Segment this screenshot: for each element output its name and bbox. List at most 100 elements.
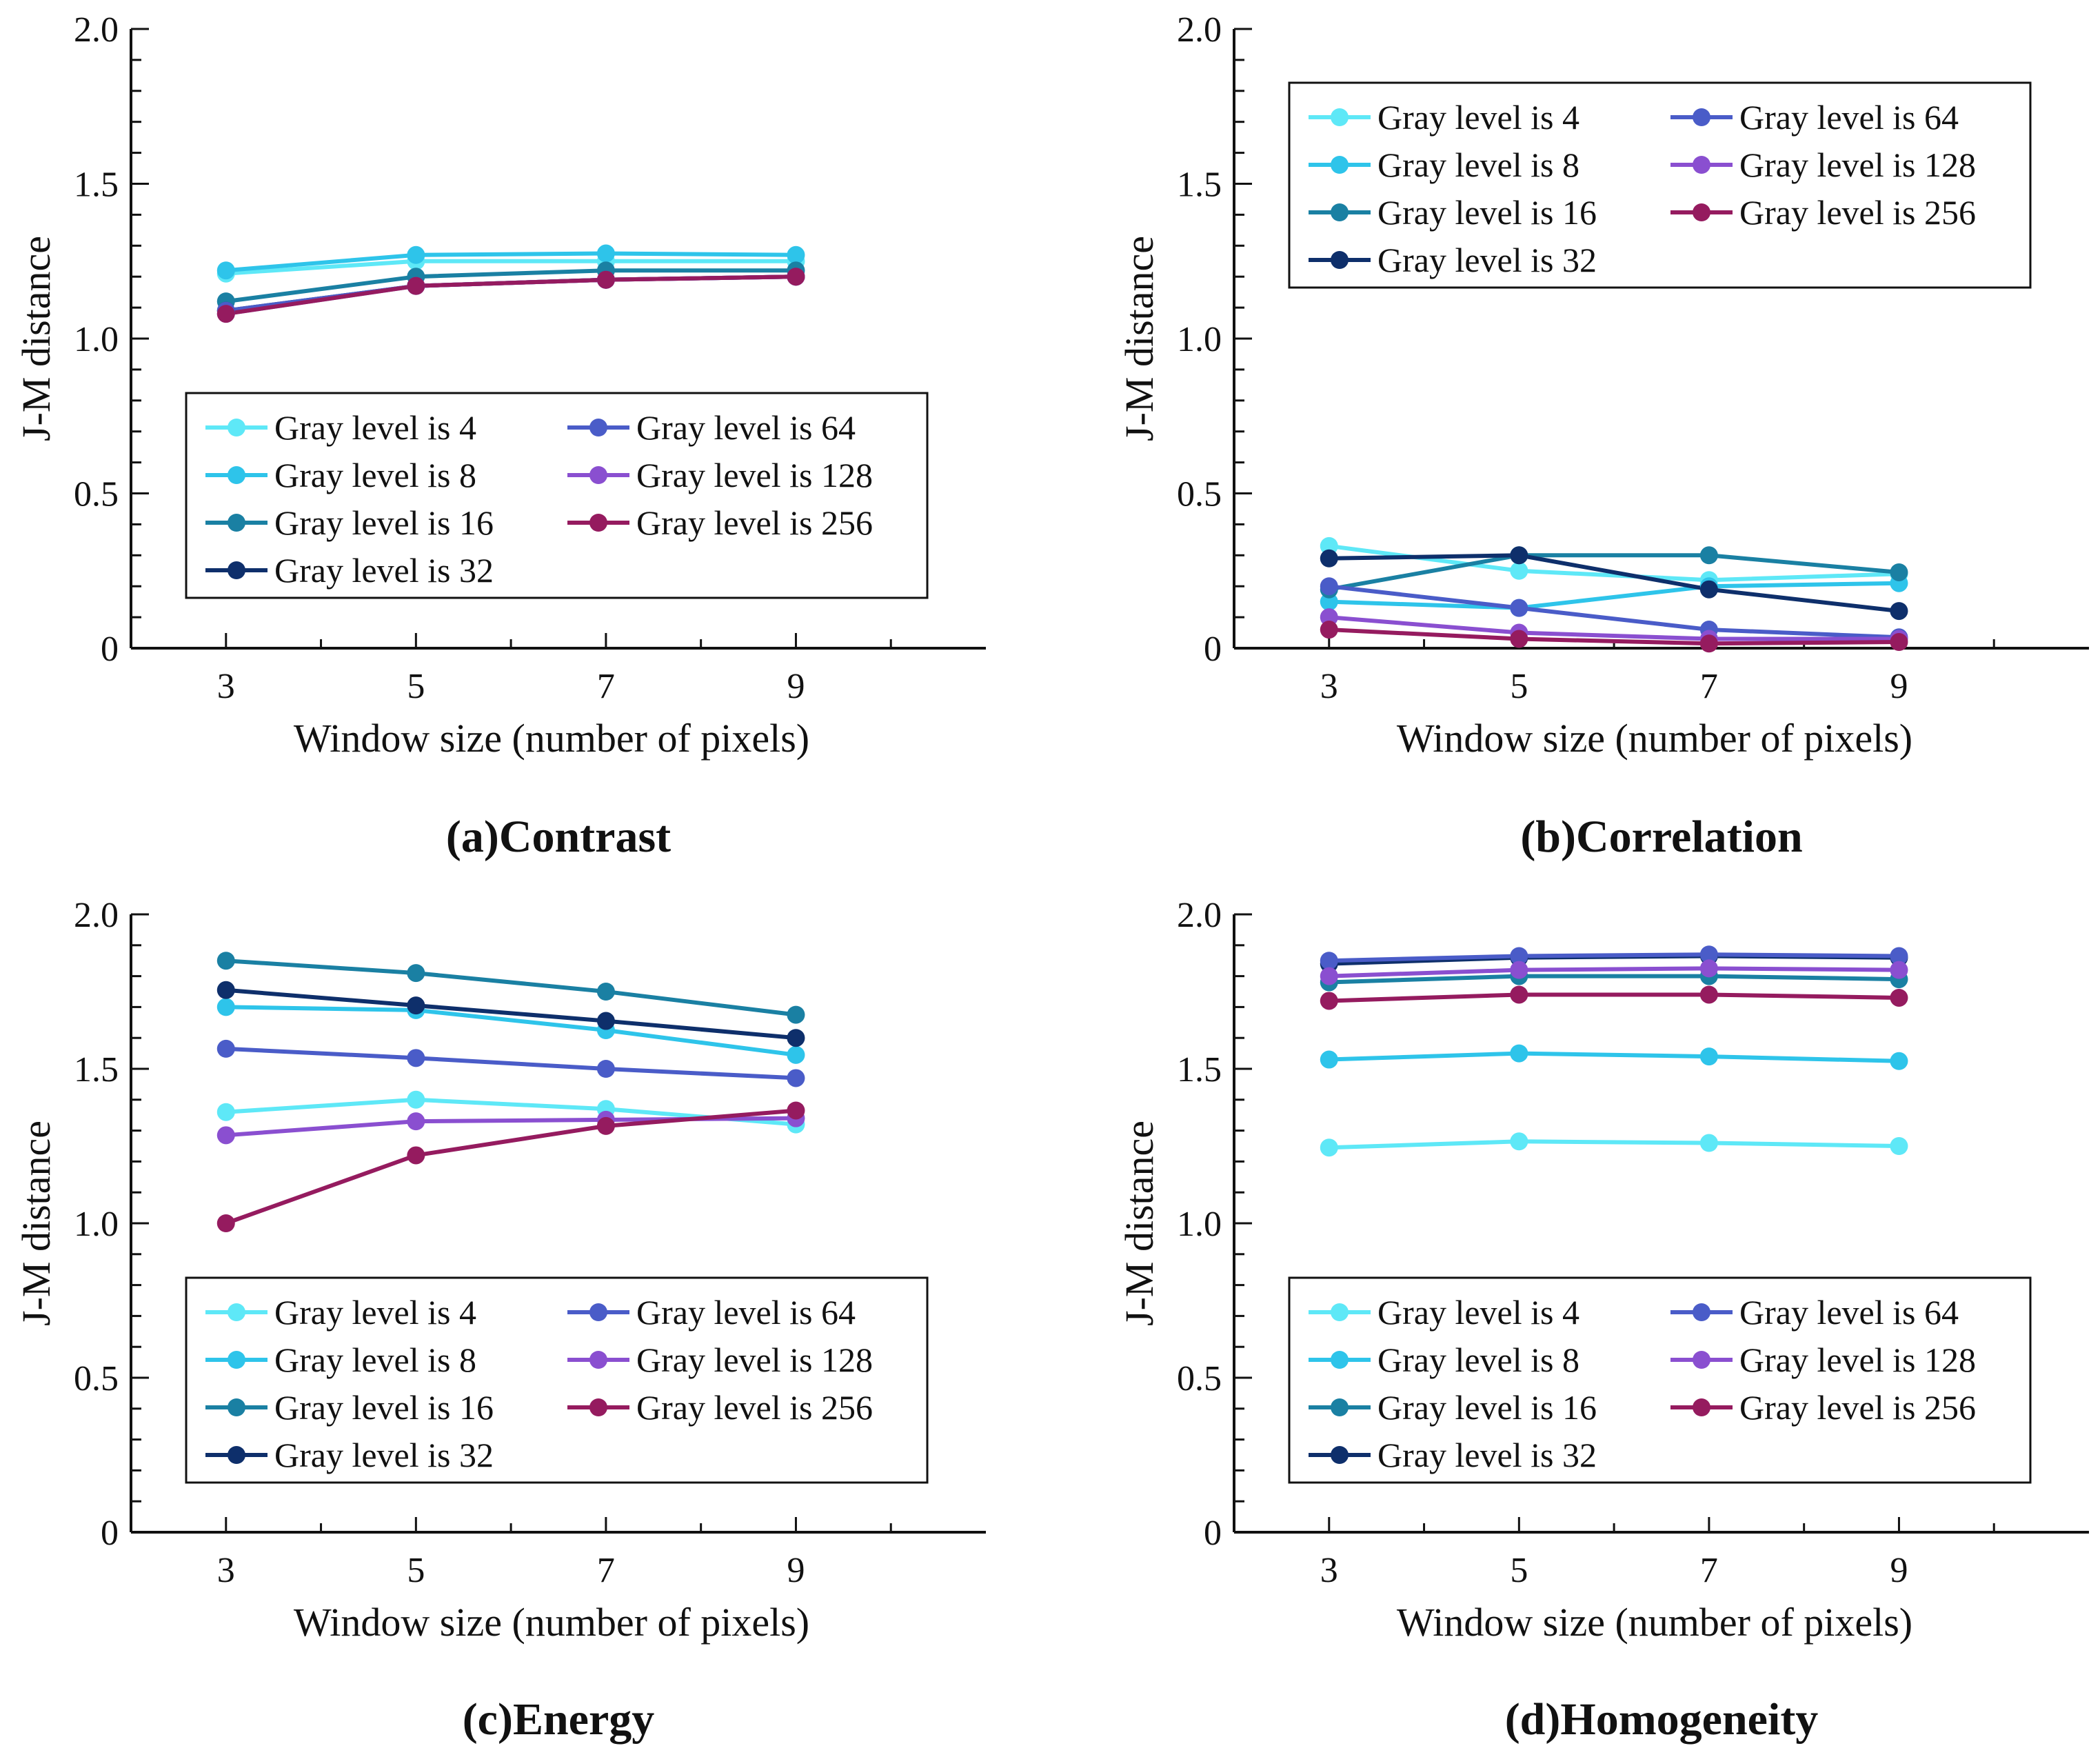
series-line-gray-64 bbox=[1329, 584, 1899, 640]
data-point-gray-32 bbox=[407, 996, 425, 1015]
x-tick-label: 3 bbox=[217, 1551, 235, 1590]
legend-marker bbox=[228, 514, 245, 532]
data-point-gray-8 bbox=[216, 261, 235, 280]
data-point-gray-256 bbox=[1699, 985, 1718, 1004]
x-tick-label: 7 bbox=[597, 667, 615, 706]
x-tick-label: 5 bbox=[407, 1551, 425, 1590]
y-tick-label: 2.0 bbox=[1177, 896, 1222, 935]
legend-marker bbox=[228, 1398, 245, 1416]
legend-entry-label: Gray level is 64 bbox=[1739, 98, 1959, 137]
x-tick-label: 9 bbox=[1890, 1551, 1908, 1590]
legend-marker bbox=[1331, 1398, 1349, 1416]
data-point-gray-64 bbox=[1320, 577, 1338, 596]
data-point-gray-4 bbox=[1699, 1134, 1718, 1152]
legend-entry-label: Gray level is 32 bbox=[274, 1436, 494, 1474]
legend-entry-label: Gray level is 4 bbox=[1377, 1293, 1579, 1332]
series-line-gray-4 bbox=[225, 259, 796, 276]
data-point-gray-256 bbox=[407, 277, 425, 295]
legend-marker bbox=[589, 466, 607, 484]
data-point-gray-64 bbox=[1510, 947, 1528, 965]
legend-marker bbox=[1331, 203, 1349, 221]
panel-caption: (d)Homogeneity bbox=[1505, 1694, 1819, 1745]
y-axis-label: J-M distance bbox=[1117, 1121, 1162, 1326]
data-point-gray-8 bbox=[1510, 1044, 1528, 1063]
y-tick-label: 1.5 bbox=[1177, 165, 1222, 205]
chart-panel-2: 0 0.5 1.0 1.5 2.0 3 5 7 9 Window size (number of … bbox=[1117, 10, 2089, 862]
legend-marker bbox=[228, 419, 245, 436]
series-line-gray-8 bbox=[225, 1005, 796, 1057]
data-point-gray-8 bbox=[1320, 1050, 1338, 1069]
x-tick-label: 5 bbox=[1510, 1551, 1528, 1590]
data-point-gray-256 bbox=[787, 1101, 805, 1120]
x-tick-label: 3 bbox=[1320, 1551, 1338, 1590]
legend-marker bbox=[1331, 108, 1349, 126]
data-point-gray-32 bbox=[1699, 580, 1718, 599]
data-point-gray-256 bbox=[596, 1116, 615, 1135]
y-tick-label: 0.5 bbox=[1177, 1359, 1222, 1398]
data-point-gray-256 bbox=[216, 1214, 235, 1232]
series-line-gray-64 bbox=[1329, 952, 1899, 963]
data-point-gray-64 bbox=[1699, 945, 1718, 964]
legend: Gray level is 4 Gray level is 8 Gray level… bbox=[1288, 81, 2032, 289]
data-point-gray-256 bbox=[216, 305, 235, 323]
data-point-gray-4 bbox=[1320, 536, 1338, 555]
y-axis-label: J-M distance bbox=[14, 1121, 59, 1326]
series-line-gray-128 bbox=[1329, 966, 1899, 978]
legend-entry-label: Gray level is 64 bbox=[636, 408, 856, 447]
series-line-gray-32 bbox=[1329, 553, 1899, 614]
y-tick-label: 2.0 bbox=[1177, 10, 1222, 50]
legend-box bbox=[1288, 1276, 2032, 1484]
data-point-gray-256 bbox=[596, 270, 615, 289]
legend-marker bbox=[1693, 203, 1710, 221]
data-point-gray-8 bbox=[407, 245, 425, 264]
data-point-gray-128 bbox=[216, 1126, 235, 1145]
panel-caption: (a)Contrast bbox=[446, 812, 671, 862]
series-line-gray-16 bbox=[1329, 553, 1899, 592]
y-tick-label: 0.5 bbox=[74, 1359, 119, 1398]
legend-entry-label: Gray level is 16 bbox=[274, 1388, 494, 1427]
legend: Gray level is 4 Gray level is 8 Gray level… bbox=[1288, 1276, 2032, 1484]
legend-marker bbox=[589, 514, 607, 532]
data-point-gray-128 bbox=[1890, 961, 1908, 979]
legend-entry-label: Gray level is 128 bbox=[636, 1341, 873, 1379]
chart-panel-4: 0 0.5 1.0 1.5 2.0 3 5 7 9 Window size (number of … bbox=[1117, 896, 2089, 1745]
data-point-gray-32 bbox=[1890, 602, 1908, 621]
x-tick-label: 9 bbox=[1890, 667, 1908, 706]
data-point-gray-32 bbox=[1510, 546, 1528, 565]
data-point-gray-4 bbox=[1510, 1132, 1528, 1151]
data-point-gray-8 bbox=[216, 998, 235, 1016]
legend-marker bbox=[1331, 1446, 1349, 1464]
x-tick-label: 3 bbox=[217, 667, 235, 706]
data-point-gray-128 bbox=[1320, 967, 1338, 985]
legend-marker bbox=[1331, 251, 1349, 269]
legend-entry-label: Gray level is 32 bbox=[1377, 241, 1597, 279]
legend-marker bbox=[1693, 1351, 1710, 1369]
data-point-gray-256 bbox=[407, 1146, 425, 1165]
legend-marker bbox=[228, 561, 245, 579]
x-tick-label: 7 bbox=[597, 1551, 615, 1590]
data-point-gray-4 bbox=[1320, 1138, 1338, 1157]
data-point-gray-16 bbox=[407, 964, 425, 983]
legend-entry-label: Gray level is 4 bbox=[274, 408, 476, 447]
data-point-gray-16 bbox=[216, 952, 235, 970]
legend-entry-label: Gray level is 16 bbox=[274, 503, 494, 542]
x-axis-label: Window size (number of pixels) bbox=[1397, 1600, 1912, 1645]
chart-panel-1: 0 0.5 1.0 1.5 2.0 3 5 7 9 Window size (number of … bbox=[14, 10, 986, 862]
series-line-gray-256 bbox=[225, 1108, 796, 1225]
y-tick-label: 2.0 bbox=[74, 10, 119, 50]
data-point-gray-64 bbox=[216, 1039, 235, 1058]
y-tick-label: 1.0 bbox=[1177, 320, 1222, 359]
data-point-gray-8 bbox=[1699, 1047, 1718, 1066]
y-tick-label: 0 bbox=[101, 630, 119, 669]
legend-marker bbox=[228, 466, 245, 484]
data-point-gray-4 bbox=[216, 1103, 235, 1121]
data-point-gray-256 bbox=[1510, 630, 1528, 648]
y-tick-label: 1.0 bbox=[74, 320, 119, 359]
data-point-gray-16 bbox=[1890, 563, 1908, 581]
legend-entry-label: Gray level is 64 bbox=[1739, 1293, 1959, 1332]
legend-marker bbox=[1331, 156, 1349, 174]
legend-entry-label: Gray level is 256 bbox=[1739, 1388, 1976, 1427]
panel-caption: (b)Correlation bbox=[1520, 812, 1802, 862]
legend-entry-label: Gray level is 8 bbox=[1377, 1341, 1579, 1379]
